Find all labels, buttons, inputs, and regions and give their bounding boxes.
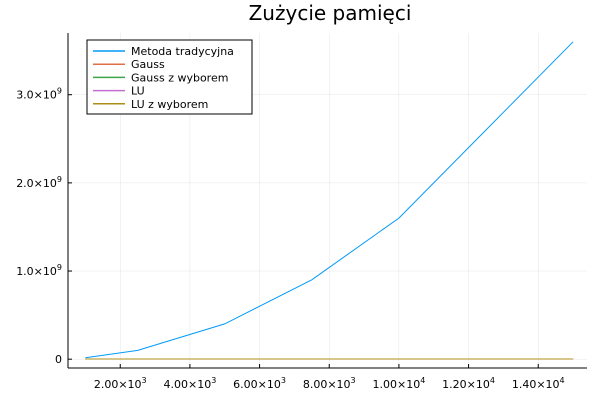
y-tick-mantissa: 1.0×10 <box>16 265 57 278</box>
y-tick-label: 2.0×109 <box>16 175 62 190</box>
series-line-1 <box>85 41 574 359</box>
y-tick-label: 3.0×109 <box>16 87 62 102</box>
y-tick-mantissa: 0 <box>55 353 62 366</box>
y-tick-exponent: 9 <box>57 263 62 272</box>
x-tick-label: 1.20×104 <box>442 376 495 391</box>
x-tick-label: 8.00×103 <box>303 376 356 391</box>
x-tick-exponent: 3 <box>142 376 147 385</box>
x-tick-exponent: 3 <box>281 376 286 385</box>
legend-label: LU z wyborem <box>131 98 208 111</box>
legend-label: LU <box>131 85 145 98</box>
x-tick-mantissa: 6.00×10 <box>233 378 281 391</box>
y-tick-mantissa: 2.0×10 <box>16 177 57 190</box>
x-tick-mantissa: 1.20×10 <box>442 378 490 391</box>
legend-label: Gauss z wyborem <box>131 71 228 84</box>
x-tick-mantissa: 8.00×10 <box>303 378 351 391</box>
x-tick-exponent: 4 <box>420 376 425 385</box>
x-tick-mantissa: 4.00×10 <box>164 378 212 391</box>
x-tick-mantissa: 2.00×10 <box>94 378 142 391</box>
x-tick-mantissa: 1.40×10 <box>512 378 560 391</box>
legend-label: Gauss <box>131 58 165 71</box>
series-lines <box>85 41 574 360</box>
x-tick-mantissa: 1.00×10 <box>372 378 420 391</box>
tick-labels: 2.00×103 4.00×103 6.00×103 8.00×103 1.00×104… <box>16 87 564 391</box>
x-tick-exponent: 3 <box>211 376 216 385</box>
legend-label: Metoda tradycyjna <box>131 45 234 58</box>
y-tick-label: 0 <box>55 353 62 366</box>
x-tick-exponent: 4 <box>490 376 495 385</box>
x-tick-exponent: 4 <box>560 376 565 385</box>
x-tick-label: 2.00×103 <box>94 376 147 391</box>
axes <box>67 33 587 369</box>
x-tick-label: 6.00×103 <box>233 376 286 391</box>
y-tick-label: 1.0×109 <box>16 263 62 278</box>
y-tick-exponent: 9 <box>57 87 62 96</box>
x-tick-exponent: 3 <box>351 376 356 385</box>
x-tick-label: 4.00×103 <box>164 376 217 391</box>
y-tick-mantissa: 3.0×10 <box>16 89 57 102</box>
x-tick-label: 1.40×104 <box>512 376 565 391</box>
x-tick-label: 1.00×104 <box>372 376 425 391</box>
y-tick-exponent: 9 <box>57 175 62 184</box>
chart-title: Zużycie pamięci <box>249 1 412 25</box>
